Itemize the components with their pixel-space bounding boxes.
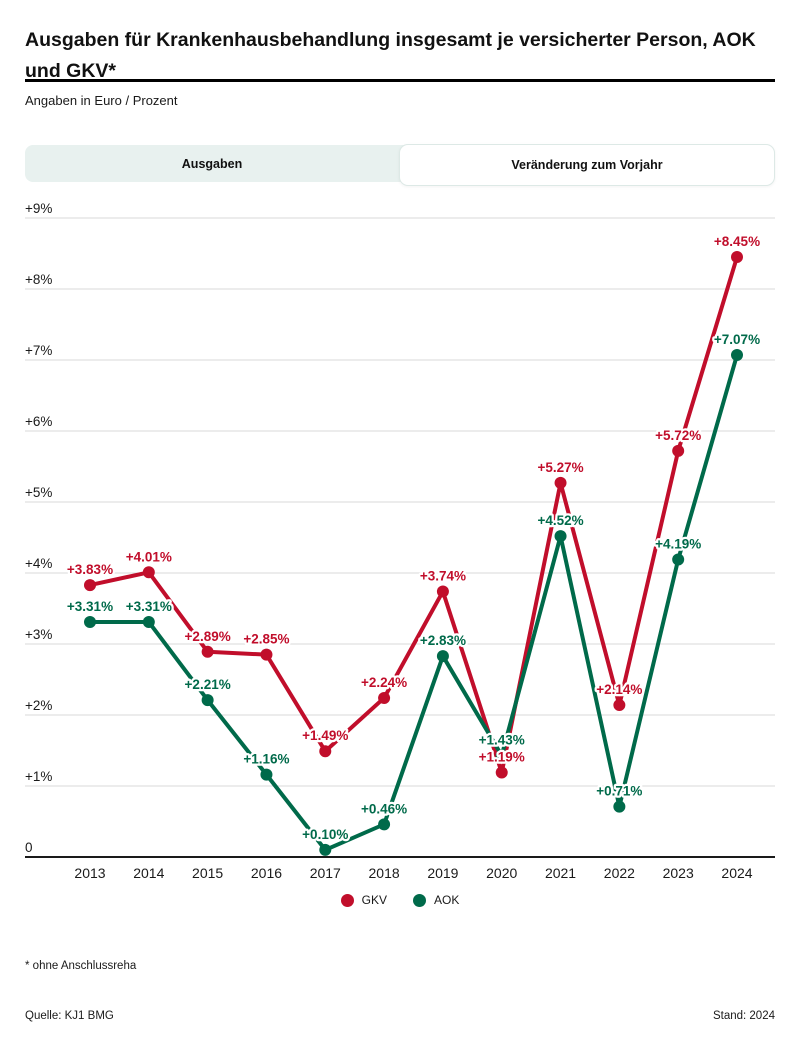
aok-data-point [378, 818, 391, 831]
legend-item-aok: AOK [413, 893, 459, 907]
x-tick-label: 2015 [192, 865, 223, 881]
y-tick-label: +1% [25, 769, 52, 784]
gkv-data-point [613, 699, 626, 712]
y-tick-label: +9% [25, 201, 52, 216]
aok-data-label: +4.19% [655, 537, 701, 552]
gkv-data-label: +2.89% [185, 629, 231, 644]
aok-data-label: +1.16% [243, 752, 289, 767]
aok-data-point [201, 694, 214, 707]
page-title: Ausgaben für Krankenhausbehandlung insge… [25, 29, 756, 82]
aok-data-point [731, 349, 743, 362]
legend-label: AOK [434, 893, 460, 907]
aok-data-point [672, 553, 685, 566]
legend-label: GKV [361, 893, 387, 907]
gkv-data-point [378, 691, 391, 704]
x-tick-label: 2020 [486, 865, 517, 881]
y-tick-label: +7% [25, 343, 52, 358]
line-chart: 0 +1% +2% +3% +4% +5% +6% +7% +8% +9% 2013 2014 2015… [25, 201, 775, 881]
tab-veraenderung-zum-vorjahr[interactable]: Veränderung zum Vorjahr [399, 144, 775, 186]
x-tick-label: 2023 [663, 865, 694, 881]
gkv-data-point [84, 579, 96, 592]
aok-data-label: +4.52% [537, 513, 583, 528]
y-tick-label: +4% [25, 556, 52, 571]
gkv-data-label: +8.45% [714, 234, 760, 249]
gkv-data-label: +5.27% [537, 460, 583, 475]
legend-dot-gkv [340, 893, 354, 907]
gkv-data-label: +3.74% [420, 568, 466, 583]
gkv-data-point [319, 745, 332, 758]
gkv-data-point [731, 251, 743, 264]
x-tick-label: 2018 [369, 865, 400, 881]
source-label: Quelle: KJ1 BMG [25, 1010, 114, 1022]
gkv-data-label: +4.01% [126, 549, 172, 564]
gkv-data-label: +2.14% [596, 682, 642, 697]
aok-line [88, 353, 739, 852]
x-tick-label: 2022 [604, 865, 635, 881]
x-tick-label: 2024 [721, 865, 752, 881]
gkv-data-point [554, 476, 567, 489]
y-tick-label: +5% [25, 485, 52, 500]
gkv-data-point [142, 566, 155, 579]
x-tick-label: 2013 [74, 865, 105, 881]
legend-dot-aok [413, 893, 426, 907]
aok-data-label: +3.31% [67, 599, 113, 614]
y-tick-label: 0 [25, 840, 33, 855]
y-tick-label: +8% [25, 272, 52, 287]
x-tick-label: 2019 [427, 865, 458, 881]
legend-item-gkv: GKV [340, 893, 387, 907]
aok-data-label: +0.46% [361, 801, 407, 816]
gkv-data-point [260, 648, 273, 661]
y-tick-label: +2% [25, 698, 52, 713]
gkv-data-point [436, 585, 449, 598]
chart-legend: GKV AOK [0, 893, 800, 907]
aok-data-point [495, 749, 508, 762]
aok-data-point [142, 615, 155, 628]
x-tick-label: 2014 [133, 865, 164, 881]
aok-data-label: +2.83% [420, 633, 466, 648]
gkv-data-label: +3.83% [67, 562, 113, 577]
aok-data-label: +1.43% [479, 732, 525, 747]
tab-bar: Ausgaben Veränderung zum Vorjahr [25, 144, 775, 186]
aok-data-point [319, 843, 332, 856]
aok-data-label: +3.31% [126, 599, 172, 614]
aok-data-label: +0.71% [596, 784, 642, 799]
gkv-data-label: +1.49% [302, 728, 348, 743]
gkv-data-label: +2.24% [361, 675, 407, 690]
x-tick-label: 2016 [251, 865, 282, 881]
y-tick-label: +6% [25, 414, 52, 429]
x-tick-label: 2017 [310, 865, 341, 881]
footnote: * ohne Anschlussreha [25, 960, 137, 972]
gkv-line [88, 255, 739, 775]
gkv-data-label: +5.72% [655, 428, 701, 443]
x-tick-label: 2021 [545, 865, 576, 881]
gkv-data-point [201, 645, 214, 658]
y-tick-label: +3% [25, 627, 52, 642]
aok-data-label: +2.21% [185, 677, 231, 692]
stand-label: Stand: 2024 [712, 1010, 775, 1022]
title-divider [25, 79, 775, 82]
gkv-data-label: +1.19% [479, 750, 525, 765]
aok-data-label: +7.07% [714, 332, 760, 347]
gkv-data-label: +2.85% [243, 632, 289, 647]
gkv-data-point [495, 766, 508, 779]
aok-data-label: +0.10% [302, 827, 348, 842]
tab-ausgaben[interactable]: Ausgaben [181, 156, 243, 171]
aok-data-point [84, 615, 96, 628]
source-row: Quelle: KJ1 BMG Stand: 2024 [25, 1010, 775, 1022]
aok-data-point [613, 800, 626, 813]
gkv-data-point [672, 444, 685, 457]
aok-data-point [554, 530, 567, 543]
aok-data-point [260, 768, 273, 781]
chart-subtitle: Angaben in Euro / Prozent [25, 93, 178, 108]
aok-data-point [436, 650, 449, 663]
